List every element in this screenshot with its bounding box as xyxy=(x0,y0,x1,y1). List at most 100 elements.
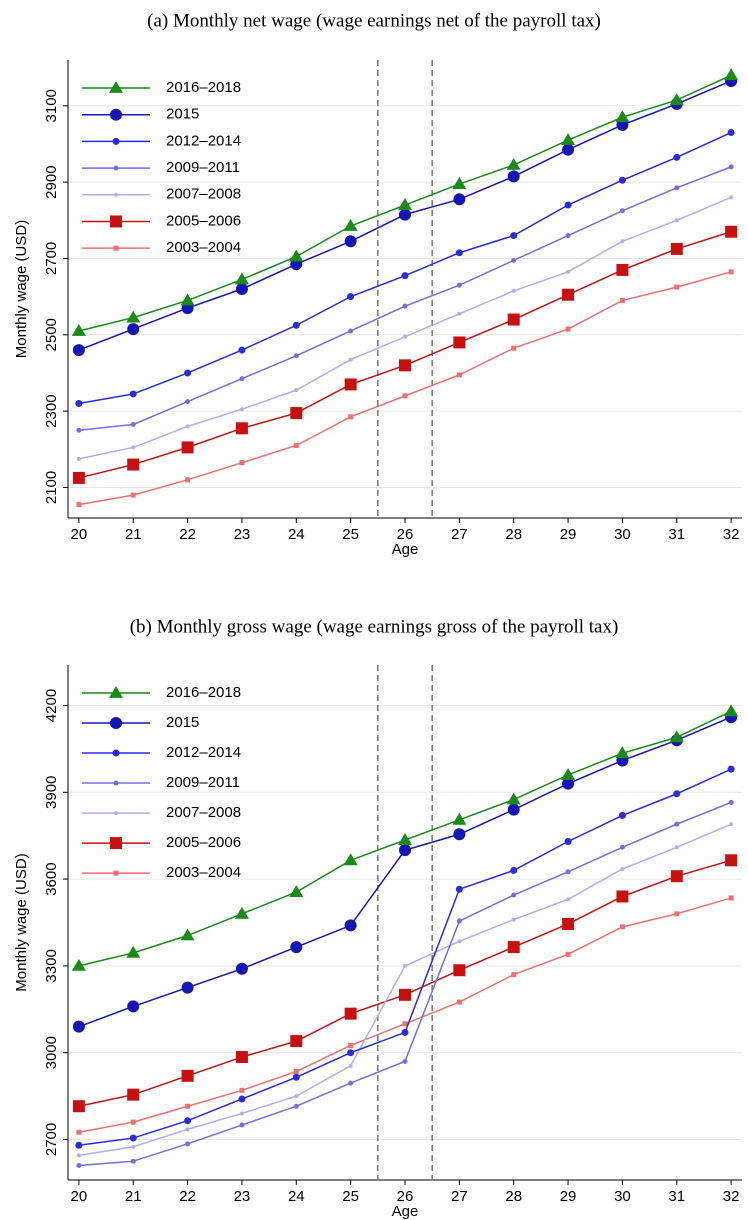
marker xyxy=(728,895,734,901)
marker xyxy=(290,941,303,954)
x-tick-label: 30 xyxy=(614,526,631,543)
marker xyxy=(455,249,463,257)
marker xyxy=(620,866,625,871)
series-line xyxy=(78,897,732,1133)
marker xyxy=(399,988,411,1001)
marker xyxy=(72,1020,85,1033)
marker xyxy=(618,176,626,184)
y-tick-label: 3900 xyxy=(43,776,60,809)
marker xyxy=(619,924,625,930)
marker xyxy=(507,170,520,183)
marker xyxy=(562,143,575,156)
marker xyxy=(566,269,571,274)
marker xyxy=(113,245,119,251)
marker xyxy=(453,193,466,206)
marker xyxy=(289,249,304,262)
series-line xyxy=(78,196,732,460)
marker xyxy=(455,885,463,893)
marker xyxy=(180,928,195,941)
marker xyxy=(130,1119,136,1125)
marker xyxy=(562,288,575,301)
marker xyxy=(76,1163,82,1169)
marker xyxy=(131,1144,136,1149)
marker xyxy=(71,958,86,971)
x-tick-label: 32 xyxy=(723,526,740,543)
marker xyxy=(729,822,734,827)
marker xyxy=(564,201,572,209)
marker xyxy=(727,129,735,137)
marker xyxy=(402,1021,408,1027)
marker xyxy=(181,441,194,454)
marker xyxy=(184,369,192,377)
marker xyxy=(673,790,681,798)
x-tick-label: 22 xyxy=(179,526,196,543)
marker xyxy=(180,293,195,306)
marker xyxy=(343,219,358,231)
marker xyxy=(565,233,571,239)
marker xyxy=(511,892,517,898)
marker xyxy=(76,1129,82,1135)
marker xyxy=(114,811,118,816)
x-tick-label: 26 xyxy=(397,1188,414,1205)
marker xyxy=(131,445,136,450)
marker xyxy=(239,1122,245,1128)
marker xyxy=(453,336,466,349)
y-tick-label: 3600 xyxy=(43,862,60,895)
x-tick-label: 29 xyxy=(560,1188,577,1205)
y-tick-label: 4200 xyxy=(43,689,60,722)
marker xyxy=(348,1063,353,1068)
marker xyxy=(130,492,136,498)
marker xyxy=(289,885,304,898)
marker xyxy=(181,1069,194,1082)
marker xyxy=(347,1049,355,1057)
marker xyxy=(235,962,248,975)
marker xyxy=(113,780,119,786)
y-tick-label: 2700 xyxy=(43,242,60,275)
marker xyxy=(565,869,571,875)
marker xyxy=(234,272,249,285)
marker xyxy=(456,372,462,378)
marker xyxy=(185,1103,191,1109)
marker xyxy=(511,257,517,263)
y-tick-label: 2700 xyxy=(43,1123,60,1156)
x-tick-label: 31 xyxy=(668,1188,685,1205)
marker xyxy=(184,1117,192,1125)
y-tick-label: 2100 xyxy=(43,471,60,504)
marker xyxy=(348,357,353,362)
marker xyxy=(344,235,357,248)
marker xyxy=(130,421,136,427)
marker xyxy=(238,346,246,354)
legend-label: 2015 xyxy=(166,106,199,123)
marker xyxy=(234,906,249,919)
legend-label: 2016–2018 xyxy=(166,684,241,701)
marker xyxy=(344,378,357,391)
marker xyxy=(725,225,738,238)
x-tick-label: 27 xyxy=(451,526,468,543)
x-tick-label: 21 xyxy=(125,1188,142,1205)
x-tick-label: 25 xyxy=(342,526,359,543)
x-tick-label: 29 xyxy=(560,526,577,543)
series-line xyxy=(78,859,732,1107)
marker xyxy=(511,288,516,293)
marker xyxy=(674,845,679,850)
marker xyxy=(110,717,122,730)
marker xyxy=(399,844,411,857)
y-tick-label: 3300 xyxy=(43,949,60,982)
marker xyxy=(293,442,299,448)
marker xyxy=(507,941,520,954)
legend-label: 2003–2004 xyxy=(166,239,241,256)
marker xyxy=(347,293,355,301)
marker xyxy=(181,981,194,994)
marker xyxy=(343,853,358,866)
marker xyxy=(344,1007,357,1020)
marker xyxy=(127,458,140,471)
marker xyxy=(235,422,248,435)
marker xyxy=(728,799,734,805)
marker xyxy=(130,1158,136,1164)
x-tick-label: 32 xyxy=(723,1188,740,1205)
x-tick-label: 24 xyxy=(288,1188,305,1205)
marker xyxy=(398,833,412,845)
marker xyxy=(506,157,521,170)
marker xyxy=(109,686,123,698)
